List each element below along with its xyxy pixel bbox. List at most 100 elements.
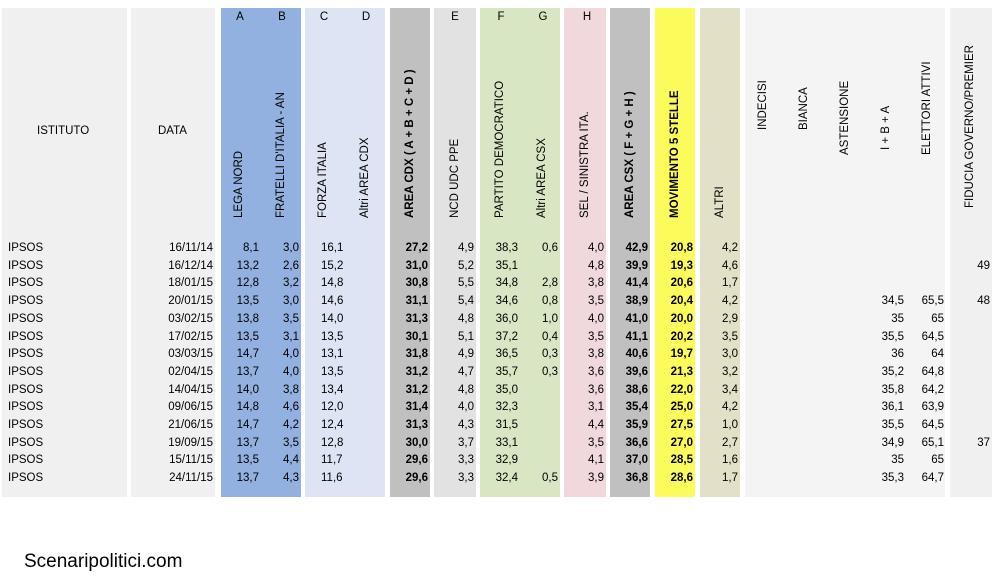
cell-f: 31,5 <box>495 419 518 431</box>
cell-cdx: 31,2 <box>405 383 428 396</box>
cell-e: 4,3 <box>458 419 474 431</box>
cell-b: 4,4 <box>283 454 299 467</box>
cell-el: 65,1 <box>921 436 944 449</box>
cell-iba: 35,5 <box>881 330 904 343</box>
cell-csx: 39,9 <box>625 259 648 272</box>
cell-f: 38,3 <box>495 242 518 254</box>
cell-el: 65 <box>931 312 944 325</box>
cell-f: 32,9 <box>495 454 518 467</box>
letter-c: C <box>319 11 329 23</box>
cell-g: 0,3 <box>542 365 558 378</box>
col-sel: SEL / SINISTRA ITA. <box>579 111 591 218</box>
cell-csx: 39,6 <box>625 365 648 378</box>
header-data: DATA <box>158 125 187 137</box>
bg-istituto <box>2 8 127 497</box>
cell-f: 35,0 <box>495 383 518 396</box>
col-elettori: ELETTORI ATTIVI <box>921 61 933 155</box>
cell-c: 14,8 <box>321 277 344 290</box>
cell-a: 14,7 <box>236 348 259 361</box>
bg-lega-fdi <box>221 8 301 497</box>
cell-cdx: 30,8 <box>405 277 428 290</box>
cell-f: 35,7 <box>495 365 518 378</box>
letter-g: G <box>538 11 548 23</box>
col-altri-csx: Altri AREA CSX <box>536 138 548 218</box>
cell-b: 3,5 <box>283 436 299 449</box>
cell-ist: IPSOS <box>8 472 44 485</box>
cell-c: 16,1 <box>321 242 344 254</box>
cell-g: 0,3 <box>542 348 558 361</box>
cell-f: 33,1 <box>495 436 518 449</box>
col-lega: LEGA NORD <box>233 150 245 218</box>
cell-el: 65 <box>931 454 944 467</box>
cell-cdx: 30,1 <box>405 330 428 343</box>
cell-date: 15/11/15 <box>169 454 213 467</box>
cell-f: 34,6 <box>495 295 518 308</box>
cell-ist: IPSOS <box>8 348 44 361</box>
cell-el: 63,9 <box>921 401 944 414</box>
cell-h: 4,0 <box>588 242 604 254</box>
footer-site: Scenaripolitici.com <box>24 551 183 572</box>
cell-ist: IPSOS <box>8 242 44 254</box>
cell-csx: 42,9 <box>625 242 648 254</box>
cell-ist: IPSOS <box>8 277 44 290</box>
letter-h: H <box>582 11 592 23</box>
cell-m5s: 20,8 <box>670 242 693 254</box>
bg-altri <box>700 8 740 497</box>
bg-extra <box>745 8 945 497</box>
col-indecisi: INDECISI <box>757 80 769 130</box>
cell-c: 14,0 <box>321 312 344 325</box>
bg-m5s <box>655 8 695 497</box>
cell-e: 4,9 <box>458 242 474 254</box>
cell-iba: 34,9 <box>881 436 904 449</box>
cell-b: 3,2 <box>283 277 299 290</box>
cell-cdx: 31,2 <box>405 365 428 378</box>
cell-date: 03/02/15 <box>168 312 213 325</box>
col-bianca: BIANCA <box>798 87 810 130</box>
cell-date: 18/01/15 <box>168 277 213 290</box>
cell-a: 13,7 <box>236 365 259 378</box>
cell-c: 12,4 <box>321 419 344 431</box>
cell-date: 02/04/15 <box>168 365 213 378</box>
cell-m5s: 27,5 <box>670 419 693 431</box>
cell-g: 2,8 <box>542 277 558 290</box>
cell-g: 0,6 <box>542 242 558 254</box>
cell-c: 13,4 <box>321 383 344 396</box>
cell-csx: 41,4 <box>625 277 648 290</box>
cell-f: 37,2 <box>495 330 518 343</box>
cell-fid: 48 <box>977 295 990 308</box>
letter-b: B <box>278 11 286 23</box>
cell-ist: IPSOS <box>8 259 44 272</box>
cell-m5s: 25,0 <box>670 401 693 414</box>
cell-b: 3,8 <box>283 383 299 396</box>
cell-alt: 4,2 <box>722 401 738 414</box>
cell-e: 4,9 <box>458 348 474 361</box>
cell-alt: 4,2 <box>722 242 738 254</box>
cell-h: 4,1 <box>588 454 604 467</box>
cell-date: 09/06/15 <box>168 401 213 414</box>
cell-alt: 2,7 <box>722 436 738 449</box>
cell-csx: 41,1 <box>625 330 648 343</box>
letter-d: D <box>361 11 371 23</box>
cell-cdx: 27,2 <box>405 242 428 254</box>
cell-csx: 36,6 <box>625 436 648 449</box>
cell-alt: 3,5 <box>722 330 738 343</box>
cell-a: 13,7 <box>236 472 259 485</box>
cell-iba: 36 <box>891 348 904 361</box>
cell-h: 3,5 <box>588 436 604 449</box>
col-area-csx: AREA CSX ( F + G + H ) <box>624 91 636 218</box>
cell-h: 4,4 <box>588 419 604 431</box>
cell-csx: 35,4 <box>625 401 648 414</box>
cell-date: 14/04/15 <box>168 383 213 396</box>
letter-e: E <box>451 11 459 23</box>
cell-h: 3,8 <box>588 277 604 290</box>
cell-e: 4,8 <box>458 383 474 396</box>
cell-c: 11,6 <box>321 472 343 485</box>
cell-iba: 35 <box>891 312 904 325</box>
cell-a: 14,7 <box>236 419 259 431</box>
cell-f: 32,3 <box>495 401 518 414</box>
cell-e: 3,7 <box>458 436 474 449</box>
cell-date: 21/06/15 <box>168 419 213 431</box>
cell-alt: 4,2 <box>722 295 738 308</box>
cell-alt: 3,2 <box>722 365 738 378</box>
letter-a: A <box>236 11 244 23</box>
